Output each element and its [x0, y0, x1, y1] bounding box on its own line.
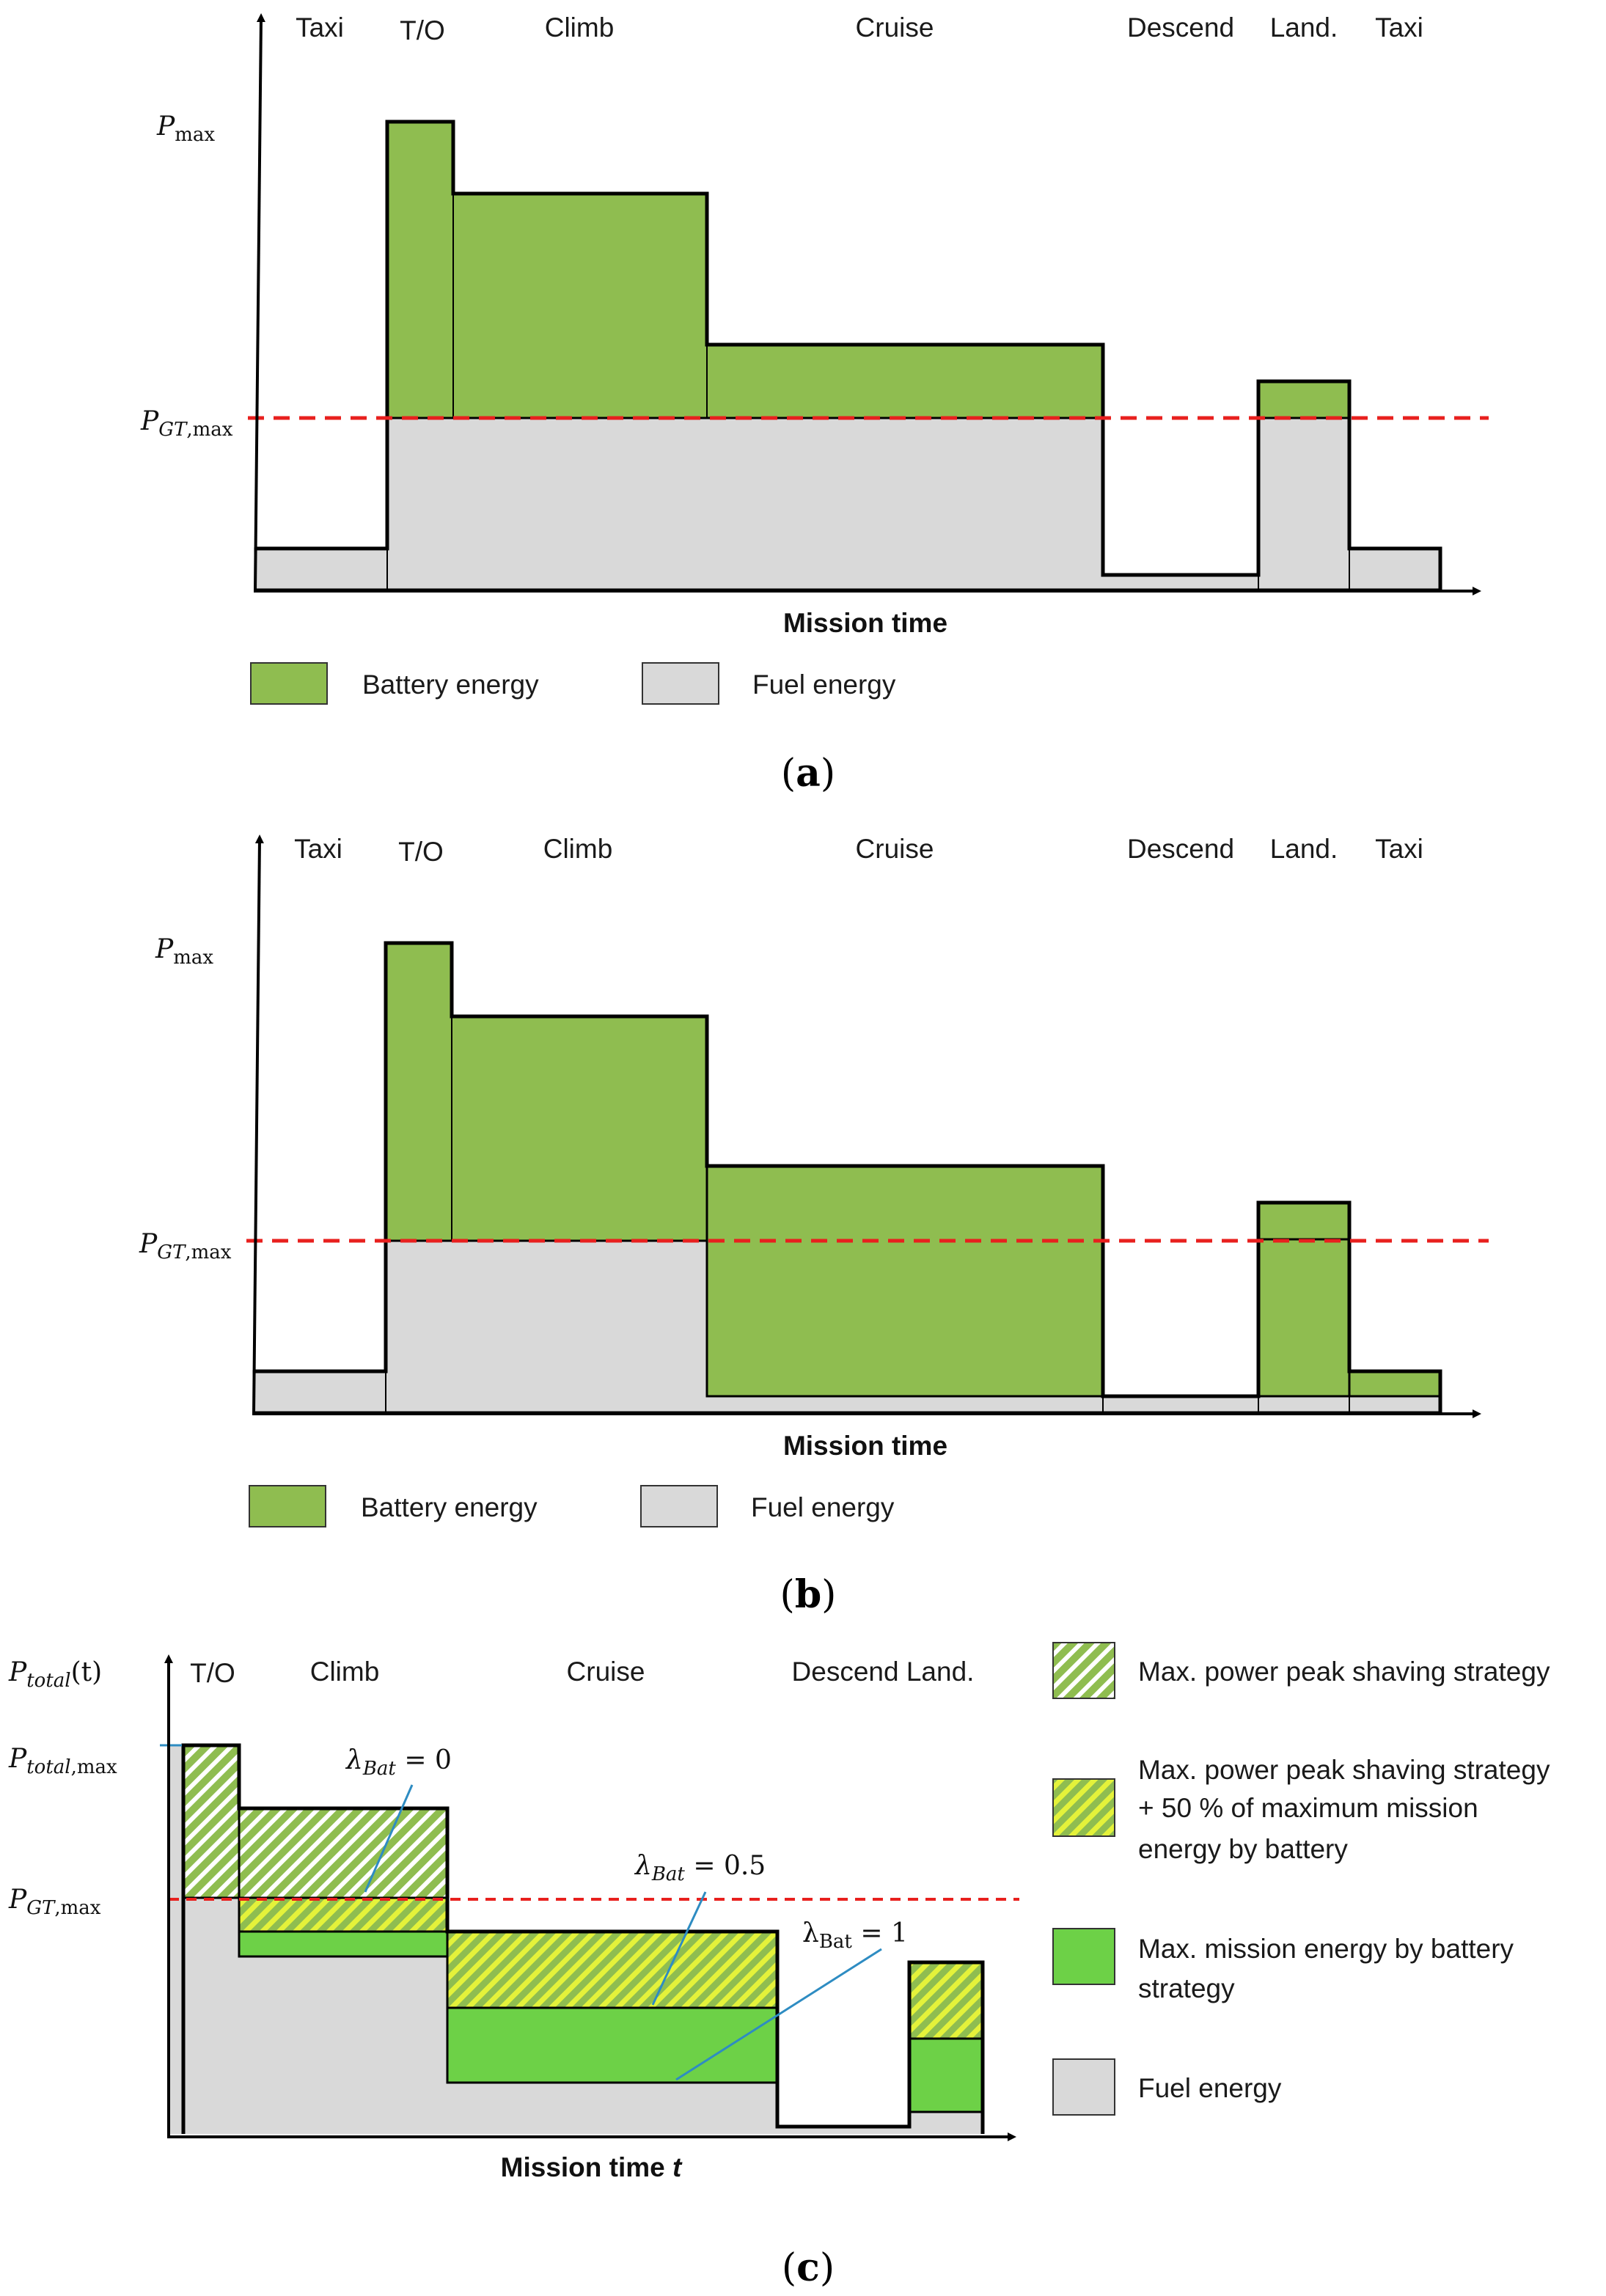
lambda-1-label: λBat = 1	[802, 1918, 908, 1953]
phase-label-a-landing: Land.	[1270, 12, 1338, 43]
legend-label-c-half-energy-3: energy by battery	[1138, 1834, 1348, 1864]
panel-c: λBat = 0 λBat = 0.5 λBat = 1 T/O Climb C…	[8, 1642, 1550, 2290]
panel-b: Taxi T/O Climb Cruise Descend Land. Taxi…	[139, 834, 1489, 1617]
y-axis-b	[252, 835, 264, 1415]
landing-full-energy-c	[908, 2037, 984, 2113]
phase-label-a-taxi: Taxi	[296, 12, 344, 43]
caption-c: (c)	[782, 2245, 835, 2290]
legend-swatch-a-fuel	[642, 662, 719, 705]
phase-label-b-climb: Climb	[543, 834, 613, 864]
ptotal-max-label-c: Ptotal,max	[8, 1744, 117, 1778]
legend-label-c-peak-shaving: Max. power peak shaving strategy	[1138, 1657, 1550, 1687]
legend-label-a-fuel: Fuel energy	[752, 670, 896, 700]
fuel-area-c	[169, 1745, 983, 2134]
pgt-max-label-b: PGT,max	[139, 1229, 232, 1263]
lambda-1-pointer	[675, 1948, 882, 2081]
caption-b: (b)	[780, 1572, 837, 1617]
legend-swatch-b-battery	[249, 1485, 326, 1527]
legend-swatch-a-battery	[250, 662, 328, 705]
landing-half-energy-c	[908, 1961, 984, 2040]
pgt-max-label-c: PGT,max	[8, 1885, 101, 1919]
phase-separators-a	[386, 194, 1350, 590]
phase-label-b-taxi: Taxi	[294, 834, 342, 864]
phase-label-b-landing: Land.	[1270, 834, 1338, 864]
phase-label-a-taxi-end: Taxi	[1375, 12, 1423, 43]
takeoff-peak-shaving-c	[182, 1744, 241, 1899]
battery-area-b-cruise	[705, 1164, 1104, 1398]
legend-swatch-c-full-energy	[1052, 1928, 1115, 1985]
legend-label-b-fuel: Fuel energy	[751, 1492, 895, 1522]
phase-label-c-takeoff: T/O	[190, 1658, 235, 1688]
legend-swatch-c-fuel	[1052, 2058, 1115, 2116]
legend-label-b-battery: Battery energy	[361, 1492, 538, 1522]
power-profile-c	[181, 1743, 985, 2134]
phase-label-c-cruise: Cruise	[567, 1657, 645, 1687]
legend-label-c-full-energy-1: Max. mission energy by battery	[1138, 1934, 1514, 1964]
phase-label-a-cruise: Cruise	[856, 12, 934, 43]
phase-label-a-descend: Descend	[1127, 12, 1234, 43]
phase-label-b-descend: Descend	[1127, 834, 1234, 864]
power-profile-b	[254, 941, 1442, 1412]
panel-a: Taxi T/O Climb Cruise Descend Land. Taxi…	[140, 12, 1489, 796]
legend-swatch-c-half-energy	[1052, 1778, 1115, 1837]
legend-swatch-b-fuel	[640, 1485, 718, 1527]
phase-label-c-descend-landing: Descend Land.	[792, 1657, 975, 1687]
climb-half-energy-c	[238, 1896, 449, 1933]
pmax-label-b: Pmax	[155, 934, 213, 969]
lambda-05-label: λBat = 0.5	[634, 1851, 766, 1885]
legend-label-c-half-energy-2: + 50 % of maximum mission	[1138, 1793, 1478, 1823]
legend-label-a-battery: Battery energy	[362, 670, 539, 700]
lambda-0-pointer	[364, 1784, 414, 1893]
phase-separators-b	[385, 1016, 1350, 1412]
phase-label-b-takeoff: T/O	[398, 837, 444, 867]
cruise-half-energy-c	[446, 1930, 779, 2009]
phase-label-a-climb: Climb	[545, 12, 615, 43]
legend-swatch-c-peak-shaving	[1052, 1642, 1115, 1699]
battery-area-b-takeoff-climb	[384, 942, 708, 1242]
phase-label-b-cruise: Cruise	[856, 834, 934, 864]
ptotal-label-c: Ptotal(t)	[8, 1657, 102, 1692]
climb-full-energy-c	[238, 1930, 449, 1958]
legend-label-c-fuel: Fuel energy	[1138, 2073, 1282, 2103]
battery-area-a	[386, 120, 1104, 419]
phase-label-c-climb: Climb	[310, 1657, 380, 1687]
cruise-full-energy-c	[446, 2006, 779, 2084]
lambda-0-label: λBat = 0	[345, 1745, 452, 1780]
x-axis-label-b: Mission time	[783, 1431, 947, 1461]
y-axis-a	[254, 13, 265, 592]
phase-label-a-takeoff: T/O	[400, 15, 445, 45]
caption-a: (a)	[781, 751, 835, 796]
battery-landing-a	[1257, 380, 1351, 419]
lambda-05-pointer	[651, 1891, 707, 2006]
legend-label-c-full-energy-2: strategy	[1138, 1973, 1235, 2003]
x-axis-label-c: Mission time t	[501, 2152, 683, 2182]
x-axis-label-a: Mission time	[783, 608, 947, 638]
pgt-max-label-a: PGT,max	[140, 406, 233, 441]
battery-area-b-taxi	[1348, 1370, 1442, 1398]
legend-label-c-half-energy-1: Max. power peak shaving strategy	[1138, 1755, 1550, 1785]
fuel-area-a	[254, 417, 1442, 591]
phase-label-b-taxi-end: Taxi	[1375, 834, 1423, 864]
pmax-label-a: Pmax	[156, 111, 215, 146]
power-profile-a	[255, 120, 1442, 590]
battery-area-b-landing	[1257, 1201, 1351, 1398]
climb-peak-shaving-c	[238, 1807, 449, 1899]
